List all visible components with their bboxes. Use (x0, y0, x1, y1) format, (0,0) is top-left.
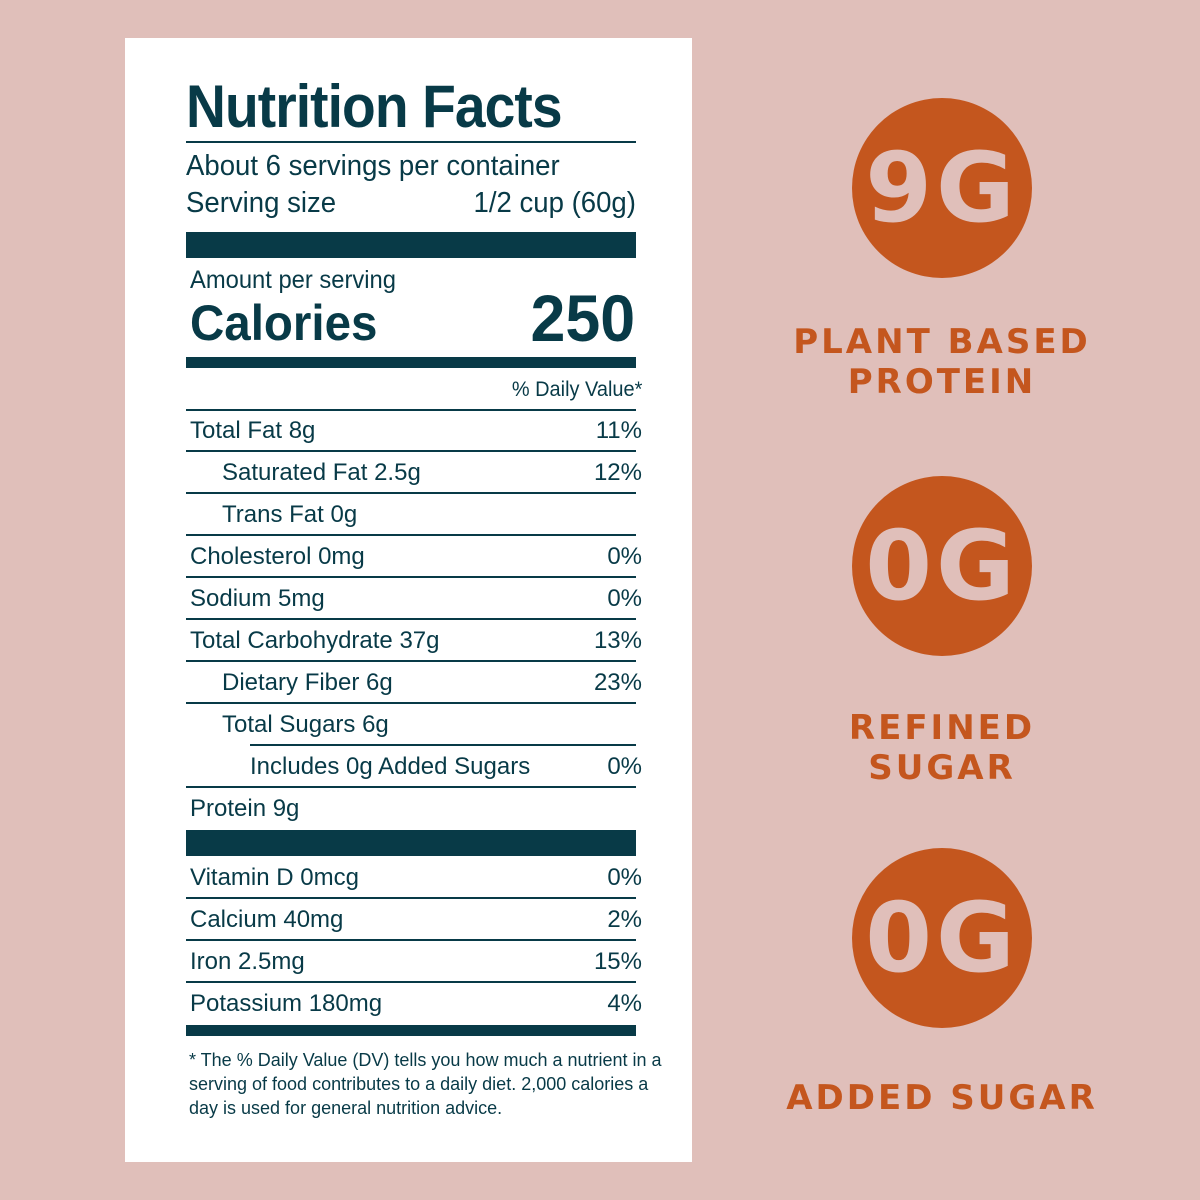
vitamin-dv: 4% (607, 990, 642, 1017)
nutrient-dv: 23% (593, 669, 642, 696)
nutrient-dv: 0% (607, 753, 642, 780)
medium-divider (186, 1025, 636, 1036)
divider (186, 141, 636, 143)
badge-caption-added-sugar: ADDED SUGAR (786, 1078, 1098, 1118)
nutrient-name: Saturated Fat 2.5g (222, 459, 421, 486)
vitamin-dv: 2% (607, 906, 642, 933)
nutrient-row: Cholesterol 0mg 0% (186, 536, 642, 578)
row-divider (186, 786, 636, 788)
nutrient-row: Total Sugars 6g (186, 704, 642, 746)
servings-per-container: About 6 servings per container (186, 150, 560, 182)
divider (186, 409, 636, 411)
badge-caption-protein: PLANT BASED PROTEIN (793, 322, 1091, 402)
vitamin-dv: 0% (607, 864, 642, 891)
nutrient-dv: 12% (593, 459, 642, 486)
dv-header: % Daily Value* (511, 378, 642, 401)
nutrient-row: Dietary Fiber 6g 23% (186, 662, 642, 704)
nutrient-row: Total Carbohydrate 37g 13% (186, 620, 642, 662)
nutrient-name: Total Fat 8g (190, 417, 316, 444)
vitamin-name: Iron 2.5mg (190, 948, 305, 975)
serving-size-label: Serving size (186, 187, 337, 219)
row-divider (186, 939, 636, 941)
nutrient-row: Saturated Fat 2.5g 12% (186, 452, 642, 494)
nutrient-name: Dietary Fiber 6g (222, 669, 393, 696)
badge-circle-protein: 9G (852, 98, 1032, 278)
nutrient-name: Total Carbohydrate 37g (190, 627, 440, 654)
nutrient-name: Trans Fat 0g (222, 501, 358, 528)
row-divider (186, 660, 636, 662)
row-divider (186, 702, 636, 704)
badge-caption-refined-sugar: REFINED SUGAR (848, 708, 1036, 788)
badge-circle-added-sugar: 0G (852, 848, 1032, 1028)
vitamin-row: Vitamin D 0mcg 0% (186, 857, 642, 899)
vitamin-row: Calcium 40mg 2% (186, 899, 642, 941)
row-divider (186, 897, 636, 899)
nutrition-panel (125, 38, 692, 1162)
vitamin-name: Vitamin D 0mcg (190, 864, 359, 891)
nutrient-row: Includes 0g Added Sugars 0% (186, 746, 642, 788)
badge-circle-refined-sugar: 0G (852, 476, 1032, 656)
nutrient-name: Protein 9g (190, 795, 300, 822)
vitamin-row: Potassium 180mg 4% (186, 983, 642, 1025)
thick-divider (186, 830, 636, 856)
calories-value: 250 (530, 281, 635, 355)
nutrient-dv: 0% (607, 585, 642, 612)
nutrient-dv: 11% (595, 417, 642, 444)
nutrient-dv: 13% (593, 627, 642, 654)
nutrient-row: Total Fat 8g 11% (186, 410, 642, 452)
nutrient-row: Protein 9g (186, 788, 642, 830)
nutrient-name: Cholesterol 0mg (190, 543, 365, 570)
vitamin-dv: 15% (593, 948, 642, 975)
thick-divider (186, 232, 636, 258)
vitamin-name: Potassium 180mg (190, 990, 383, 1017)
serving-size-value: 1/2 cup (60g) (473, 187, 636, 219)
row-divider (250, 744, 636, 746)
row-divider (186, 534, 636, 536)
calories-label: Calories (190, 295, 378, 351)
nutrient-name: Sodium 5mg (190, 585, 325, 612)
nutrient-dv: 0% (607, 543, 642, 570)
amount-per-serving: Amount per serving (190, 266, 396, 294)
nutrient-name: Total Sugars 6g (222, 711, 389, 738)
nutrient-row: Trans Fat 0g (186, 494, 642, 536)
row-divider (186, 576, 636, 578)
nutrient-name: Includes 0g Added Sugars (250, 753, 531, 780)
row-divider (186, 618, 636, 620)
row-divider (186, 492, 636, 494)
medium-divider (186, 357, 636, 368)
row-divider (186, 450, 636, 452)
vitamin-name: Calcium 40mg (190, 906, 344, 933)
vitamin-row: Iron 2.5mg 15% (186, 941, 642, 983)
nutrient-row: Sodium 5mg 0% (186, 578, 642, 620)
footnote: * The % Daily Value (DV) tells you how m… (189, 1050, 662, 1118)
row-divider (186, 981, 636, 983)
label-title: Nutrition Facts (186, 73, 563, 140)
